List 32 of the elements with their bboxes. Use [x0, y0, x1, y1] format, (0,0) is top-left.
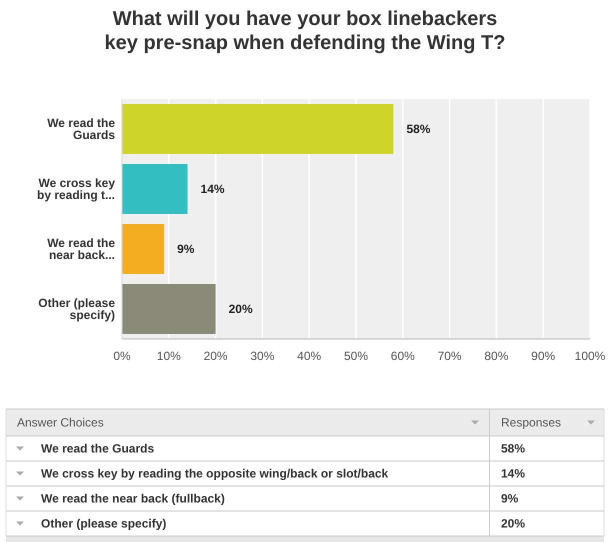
text: We read the near back (fullback)	[41, 492, 225, 506]
bar	[122, 164, 188, 214]
y-tick-label: We read the near back...	[47, 236, 116, 262]
x-tick-label: 100%	[574, 349, 606, 364]
x-tick-label: 10%	[156, 349, 182, 364]
text: Answer Choices	[17, 416, 104, 430]
x-tick-label: 50%	[344, 349, 368, 364]
text: 14%	[501, 466, 526, 481]
y-tick-label: Other (please specify)	[38, 296, 116, 322]
text: 58%	[501, 442, 526, 456]
x-tick-label: 80%	[484, 349, 509, 364]
x-tick-label: 20%	[204, 349, 228, 364]
x-tick-label: 40%	[297, 349, 322, 364]
data-label: 9%	[177, 242, 195, 256]
data-label: 58%	[406, 122, 431, 136]
data-label: 14%	[200, 182, 225, 196]
y-tick-label: We cross key by reading t...	[36, 176, 116, 202]
x-tick-label: 90%	[531, 349, 556, 364]
x-tick-label: 30%	[250, 349, 275, 364]
text: 9%	[501, 492, 518, 506]
y-tick-label: We read the Guards	[47, 116, 116, 142]
x-tick-label: 0%	[113, 349, 131, 364]
bar	[122, 224, 164, 274]
bar	[122, 284, 216, 334]
bar	[122, 104, 394, 154]
x-tick-label: 60%	[390, 349, 416, 364]
text: Responses	[501, 416, 562, 430]
chart-title: What will you have your box linebackers key pre-snap when defending the Wing T?	[104, 8, 506, 54]
x-tick-label: 70%	[438, 349, 462, 364]
data-label: 20%	[228, 302, 253, 316]
text: We cross key by reading the opposite wing/back or slot/back	[41, 466, 389, 481]
text: 20%	[501, 516, 526, 531]
